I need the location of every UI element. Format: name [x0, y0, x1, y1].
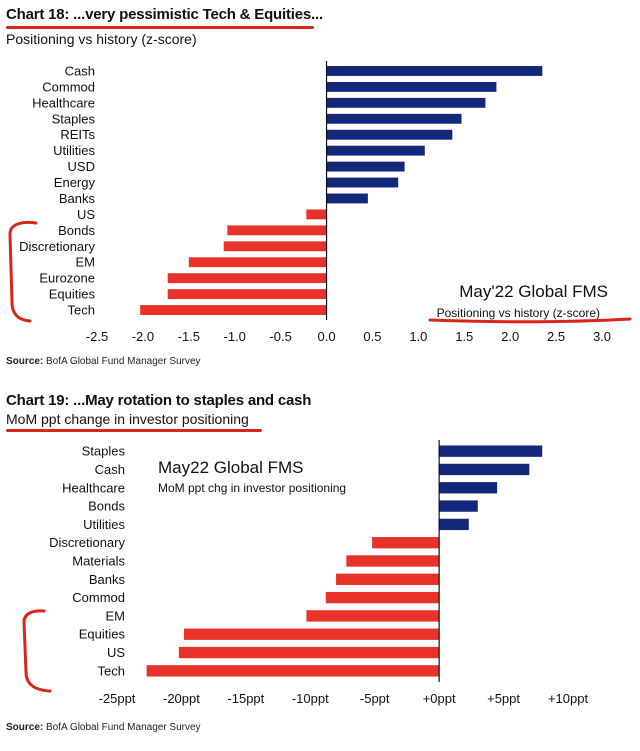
chart18-title-underline: [6, 26, 314, 29]
chart18-category-label: Healthcare: [32, 95, 95, 110]
chart18-x-tick-label: 2.5: [547, 329, 565, 344]
chart19-bar: [325, 591, 440, 604]
chart19-x-tick-label: -20ppt: [163, 691, 200, 706]
chart18-x-tick-label: -1.5: [178, 329, 200, 344]
chart18-bar: [167, 273, 327, 284]
chart19-category-label: Bonds: [88, 499, 125, 514]
chart19-category-label: US: [107, 645, 125, 660]
chart18-annotation-subtitle: Positioning vs history (z-score): [437, 306, 600, 320]
chart18-category-label: Cash: [65, 63, 95, 78]
chart18-highlight-bracket: [8, 220, 38, 323]
chart19-source-text: BofA Global Fund Manager Survey: [46, 722, 201, 733]
chart18-category-label: Staples: [52, 111, 96, 126]
chart18-category-label: Eurozone: [39, 271, 95, 286]
chart19-subtitle: MoM ppt change in investor positioning: [6, 411, 249, 427]
chart18-bar: [167, 289, 327, 300]
chart19-source-label: Source:: [6, 722, 44, 733]
chart19-category-label: Materials: [72, 554, 125, 569]
chart18-category-label: US: [77, 207, 95, 222]
chart18-bar: [326, 145, 425, 156]
chart19-bar: [178, 646, 440, 659]
chart19-bar: [439, 518, 469, 531]
chart18-category-label: Tech: [68, 303, 95, 318]
chart18-category-label: Commod: [42, 79, 95, 94]
chart19-category-label: Equities: [79, 627, 126, 642]
chart19-bar: [184, 628, 440, 640]
chart18-category-label: Equities: [49, 287, 96, 302]
chart18-category-label: Energy: [54, 175, 96, 190]
chart18-x-tick-label: 1.0: [409, 329, 427, 344]
chart19-x-tick-label: +10ppt: [548, 691, 589, 706]
chart18-plot: CashCommodHealthcareStaplesREITsUtilitie…: [8, 61, 632, 344]
chart19-bar: [439, 463, 530, 476]
chart19-source: Source: BofA Global Fund Manager Survey: [6, 722, 201, 733]
chart19-category-label: EM: [106, 608, 126, 623]
chart18-bar: [326, 113, 462, 124]
chart18-category-label: REITs: [60, 127, 95, 142]
chart18-bar: [326, 97, 486, 108]
chart19-category-label: Tech: [98, 663, 125, 678]
chart18-bar: [188, 257, 327, 268]
chart18-bar: [326, 193, 368, 204]
chart18-bar: [326, 66, 543, 76]
chart18-x-tick-label: -2.5: [86, 329, 108, 344]
chart19-subtitle-underline: [6, 429, 262, 432]
chart19-x-tick-label: -15ppt: [227, 691, 264, 706]
chart18-bar: [326, 177, 399, 188]
chart19-annotation-subtitle: MoM ppt chg in investor positioning: [158, 481, 346, 495]
chart18-bar: [140, 305, 327, 315]
chart19-category-label: Healthcare: [62, 480, 125, 495]
chart18-x-tick-label: -2.0: [132, 329, 154, 344]
chart19-category-label: Banks: [89, 572, 126, 587]
chart19-x-tick-label: -10ppt: [292, 691, 329, 706]
chart18-x-tick-label: 2.0: [501, 329, 519, 344]
chart18-source-label: Source:: [6, 356, 44, 367]
chart18-title: Chart 18: ...very pessimistic Tech & Equ…: [6, 6, 323, 23]
chart18-x-tick-label: 0.5: [363, 329, 381, 344]
chart19-x-tick-label: +0ppt: [423, 691, 456, 706]
chart19-bar: [336, 573, 440, 585]
chart19-bar: [306, 610, 440, 622]
chart18-category-label: Bonds: [58, 223, 95, 238]
chart18-x-tick-label: 3.0: [593, 329, 611, 344]
chart18-x-tick-label: 1.5: [455, 329, 473, 344]
chart18-bar: [227, 225, 327, 236]
chart18-bar: [326, 81, 497, 92]
chart19-category-label: Staples: [82, 444, 126, 459]
chart18-category-label: Utilities: [53, 143, 95, 158]
chart19-x-tick-label: -25ppt: [99, 691, 136, 706]
chart18-category-label: Discretionary: [19, 239, 95, 254]
chart19-bar: [372, 537, 440, 549]
chart18-category-label: EM: [76, 255, 96, 270]
chart19-highlight-bracket: [22, 609, 52, 693]
chart19-category-label: Cash: [95, 462, 125, 477]
chart19-bar: [439, 445, 543, 457]
chart19-bar: [439, 500, 478, 512]
chart18-source-text: BofA Global Fund Manager Survey: [46, 356, 201, 367]
chart18-annotation-title: May'22 Global FMS: [459, 282, 608, 301]
chart19-plot: Staples Cash Healthcare Bonds Utilities Discr…: [22, 440, 589, 706]
chart18-category-label: Banks: [59, 191, 96, 206]
chart19-category-label: Utilities: [83, 517, 125, 532]
chart19-bar: [346, 555, 440, 567]
chart18-bar: [223, 241, 327, 252]
chart19-bar: [439, 482, 498, 494]
chart18-x-tick-label: 0.0: [318, 329, 336, 344]
chart18-source: Source: BofA Global Fund Manager Survey: [6, 356, 201, 367]
chart18-x-tick-label: -0.5: [269, 329, 291, 344]
chart18-bar: [306, 209, 327, 220]
chart18-subtitle: Positioning vs history (z-score): [6, 31, 197, 47]
chart18-x-tick-label: -1.0: [224, 329, 246, 344]
chart19-x-tick-label: -5ppt: [360, 691, 390, 706]
chart19-category-label: Discretionary: [49, 535, 125, 550]
chart19-category-label: Commod: [72, 590, 125, 605]
chart19-title: Chart 19: ...May rotation to staples and…: [6, 392, 312, 409]
chart18-bar: [326, 161, 405, 172]
chart18-category-label: USD: [68, 159, 95, 174]
chart19-annotation-title: May22 Global FMS: [158, 458, 304, 477]
chart19-bar: [146, 665, 440, 677]
chart18-bar: [326, 129, 453, 140]
chart18-annotation-underline: [428, 317, 632, 324]
chart19-x-tick-label: +5ppt: [487, 691, 520, 706]
